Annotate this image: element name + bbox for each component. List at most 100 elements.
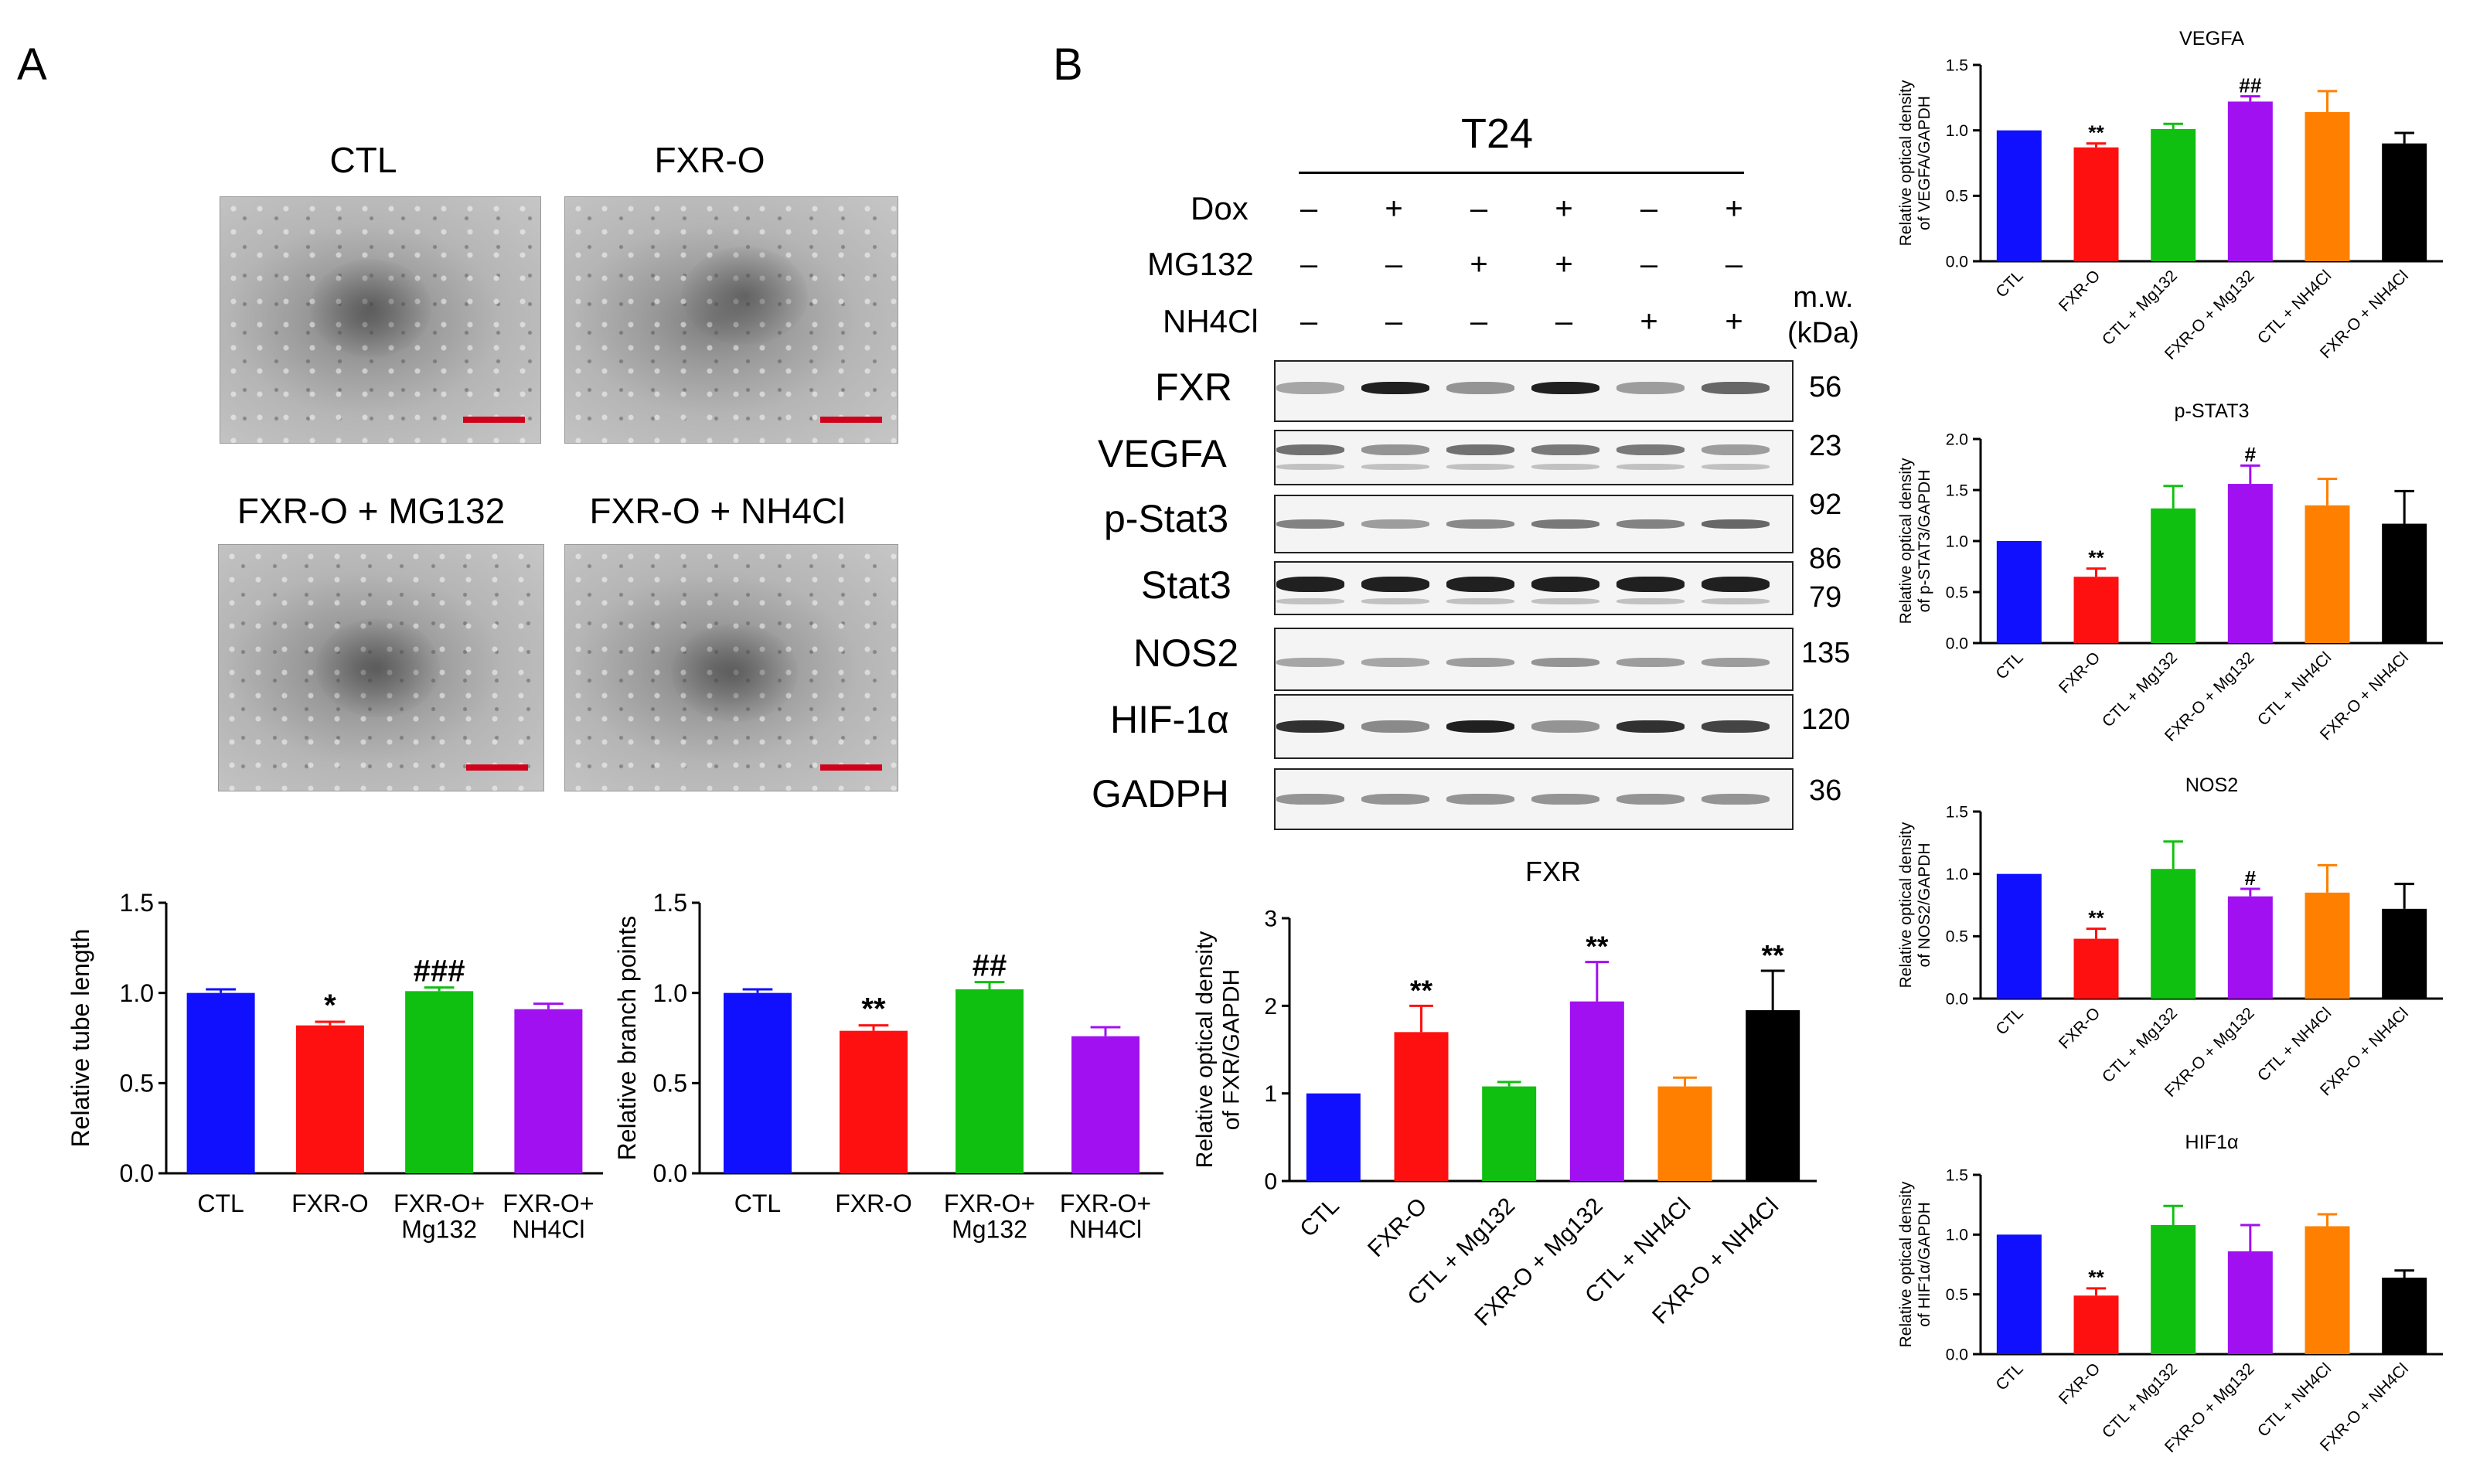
fxr-y-axis-label: Relative optical density <box>1192 931 1218 1169</box>
pstat3-bar <box>1996 541 2042 643</box>
tube-y-tick-label: 1.0 <box>120 979 154 1007</box>
blot-band <box>1276 720 1344 733</box>
vegfa-bar <box>2073 147 2119 261</box>
nos2-y-tick-label: 0.0 <box>1946 990 1968 1008</box>
tube-y-axis-label: Relative tube length <box>66 929 94 1148</box>
treatment-sign-mg132-6: – <box>1725 247 1743 281</box>
cell-line-label: T24 <box>1461 111 1534 157</box>
pstat3-y-tick-label: 2.0 <box>1946 431 1968 448</box>
pstat3-category-label: CTL + Mg132 <box>2099 648 2181 730</box>
blot-band <box>1361 382 1429 395</box>
vegfa-bar <box>2305 111 2350 261</box>
tube-category-label: CTL <box>197 1190 244 1217</box>
blot-band <box>1531 444 1599 455</box>
hif1a-category-label: FXR-O <box>2056 1360 2104 1407</box>
blot-label-vegfa: VEGFA <box>1098 432 1227 475</box>
vegfa-category-label: CTL + Mg132 <box>2099 267 2181 349</box>
fxr-bar <box>1569 1001 1624 1181</box>
blot-label-nos2: NOS2 <box>1133 631 1239 675</box>
fxr-bar <box>1306 1093 1361 1181</box>
treatment-sign-dox-5: – <box>1640 192 1658 226</box>
cell-line-underline <box>1299 172 1744 174</box>
tube-bar <box>514 1009 583 1173</box>
hif1a-category-label: CTL <box>1992 1360 2026 1394</box>
blot-band <box>1276 382 1344 395</box>
blot-band <box>1276 464 1344 471</box>
micrograph-title-ctl: CTL <box>329 140 397 180</box>
hif1a-category-label: CTL + NH4Cl <box>2254 1360 2335 1440</box>
branch-category-label: FXR-O+ <box>944 1190 1035 1217</box>
nos2-bar <box>2382 908 2427 999</box>
nos2-bar <box>2073 938 2119 999</box>
blot-band <box>1702 794 1770 805</box>
blot-band <box>1361 519 1429 529</box>
tube-category-label: Mg132 <box>401 1216 477 1244</box>
branch-bar <box>956 989 1024 1173</box>
branch-significance-mark: ** <box>861 992 886 1026</box>
hif1a-y-axis-label: of HIF1α/GAPDH <box>1916 1202 1933 1327</box>
micrograph-title-fxr-o: FXR-O <box>654 140 765 180</box>
nos2-category-label: FXR-O <box>2056 1004 2104 1052</box>
blot-band <box>1361 657 1429 667</box>
vegfa-y-tick-label: 1.0 <box>1946 122 1968 140</box>
vegfa-bar <box>2382 143 2427 261</box>
blot-band <box>1702 576 1770 592</box>
branch-y-tick-label: 1.5 <box>653 889 687 917</box>
blot-band <box>1446 464 1514 471</box>
treatment-sign-dox-2: + <box>1385 192 1403 226</box>
blot-band <box>1531 464 1599 471</box>
blot-band <box>1702 720 1770 733</box>
blot-p-stat3 <box>1274 495 1794 553</box>
vegfa-y-tick-label: 1.5 <box>1946 56 1968 74</box>
blot-band <box>1702 444 1770 455</box>
branch-bar <box>724 992 792 1173</box>
pstat3-y-tick-label: 1.5 <box>1946 482 1968 499</box>
branch-y-tick-label: 0.0 <box>653 1159 687 1187</box>
tube-significance-mark: * <box>324 989 336 1023</box>
blot-band <box>1446 576 1514 592</box>
nos2-bar <box>1996 873 2042 999</box>
blot-band <box>1616 382 1685 395</box>
treatment-sign-dox-3: – <box>1470 192 1488 226</box>
branch-category-label: CTL <box>734 1190 781 1217</box>
blot-hif-1- <box>1274 694 1794 759</box>
pstat3-y-axis-label: Relative optical density <box>1897 458 1915 624</box>
fxr-y-tick-label: 0 <box>1264 1169 1277 1195</box>
treatment-sign-mg132-2: – <box>1385 247 1403 281</box>
nos2-y-tick-label: 0.5 <box>1946 928 1968 946</box>
pstat3-bar <box>2073 577 2119 643</box>
tube-category-label: FXR-O+ <box>393 1190 485 1217</box>
tube-y-tick-label: 1.5 <box>120 889 154 917</box>
mw-stat3-upper: 86 <box>1809 543 1842 575</box>
blot-band <box>1446 720 1514 733</box>
blot-band <box>1276 519 1344 529</box>
pstat3-category-label: CTL <box>1992 648 2026 682</box>
nos2-category-label: CTL + NH4Cl <box>2254 1004 2335 1084</box>
nos2-y-tick-label: 1.5 <box>1946 803 1968 821</box>
nos2-bar <box>2151 869 2196 999</box>
fxr-bar <box>1394 1032 1449 1181</box>
nos2-title: NOS2 <box>2185 774 2239 796</box>
vegfa-bar <box>2151 128 2196 261</box>
vegfa-category-label: CTL <box>1992 267 2026 301</box>
tube-category-label: FXR-O+ <box>502 1190 594 1217</box>
blot-gadph <box>1274 768 1794 830</box>
vegfa-y-tick-label: 0.0 <box>1946 253 1968 271</box>
treatment-sign-nh4cl-3: – <box>1470 305 1488 339</box>
fxr-y-tick-label: 1 <box>1264 1081 1277 1107</box>
blot-band <box>1361 598 1429 605</box>
fxr-significance-mark: ** <box>1762 939 1785 972</box>
tube-significance-mark: ### <box>414 955 465 989</box>
blot-band <box>1616 519 1685 529</box>
micrograph-ctl <box>220 196 541 444</box>
nos2-category-label: CTL <box>1992 1004 2026 1038</box>
vegfa-significance-mark: ** <box>2088 121 2104 144</box>
blot-band <box>1276 794 1344 805</box>
treatment-sign-dox-1: – <box>1300 192 1318 226</box>
nos2-bar <box>2227 896 2273 999</box>
treatment-sign-nh4cl-4: – <box>1555 305 1573 339</box>
blot-band <box>1616 464 1685 471</box>
blot-band <box>1446 598 1514 605</box>
blot-band <box>1446 794 1514 805</box>
branch-y-tick-label: 1.0 <box>653 979 687 1007</box>
